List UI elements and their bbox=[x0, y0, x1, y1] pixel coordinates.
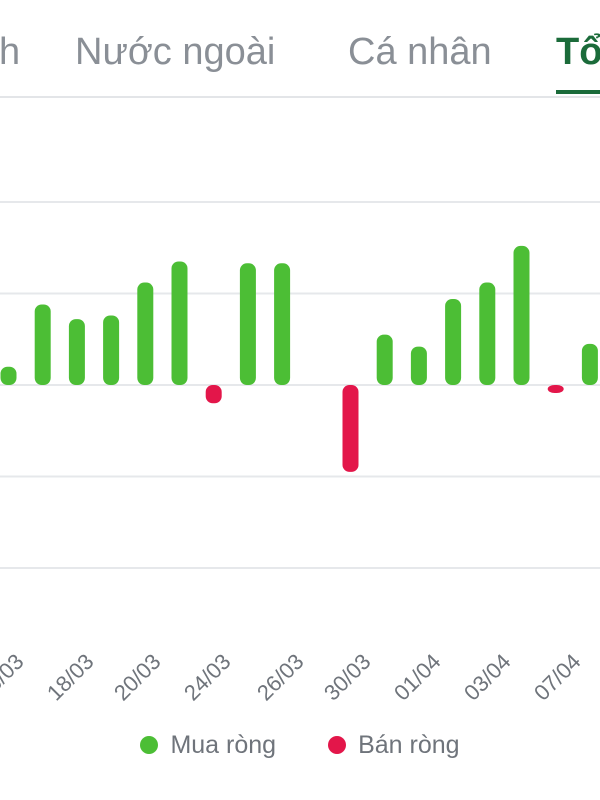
legend-item-buy[interactable]: Mua ròng bbox=[140, 731, 276, 760]
chart-bar[interactable] bbox=[513, 245, 530, 385]
x-tick-label: 03/04 bbox=[459, 649, 516, 706]
tab-nuoc-ngoai[interactable]: Nước ngoài bbox=[75, 31, 276, 73]
chart-bar[interactable] bbox=[171, 261, 188, 385]
x-tick-label: 01/04 bbox=[389, 649, 446, 706]
chart-bar[interactable] bbox=[239, 263, 256, 385]
buy-dot-icon bbox=[140, 736, 159, 754]
legend-sell-label: Bán ròng bbox=[358, 730, 460, 759]
chart-bar[interactable] bbox=[410, 346, 427, 385]
chart-bar[interactable] bbox=[376, 334, 393, 385]
x-tick-label: 16/03 bbox=[0, 649, 29, 706]
chart-bar[interactable] bbox=[34, 304, 51, 385]
legend-buy-label: Mua ròng bbox=[170, 730, 277, 759]
x-tick-label: 24/03 bbox=[179, 649, 236, 706]
chart-bar[interactable] bbox=[479, 282, 496, 385]
chart-bar[interactable] bbox=[547, 385, 564, 393]
x-tick-label: 18/03 bbox=[42, 649, 99, 706]
chart-legend: Mua ròng Bán ròng bbox=[0, 728, 600, 762]
x-tick-label: 20/03 bbox=[109, 649, 166, 706]
chart-bar[interactable] bbox=[342, 385, 359, 472]
chart-bar[interactable] bbox=[581, 343, 598, 385]
tab-partial-left[interactable]: h bbox=[0, 31, 21, 73]
tab-bar: h Nước ngoài Cá nhân Tổ bbox=[0, 0, 600, 98]
chart-bar[interactable] bbox=[205, 385, 222, 404]
chart-bar[interactable] bbox=[137, 282, 154, 385]
chart-bar[interactable] bbox=[103, 315, 120, 385]
legend-item-sell[interactable]: Bán ròng bbox=[328, 730, 460, 760]
chart-bar[interactable] bbox=[445, 298, 462, 385]
x-tick-label: 26/03 bbox=[252, 649, 309, 706]
x-tick-label: 30/03 bbox=[319, 649, 376, 706]
net-flow-bar-chart: 16/03 18/03 20/03 24/03 26/03 30/03 01/04 03/04… bbox=[0, 201, 600, 706]
chart-bar[interactable] bbox=[68, 319, 85, 385]
tab-to-chuc[interactable]: Tổ bbox=[556, 31, 600, 73]
tab-ca-nhan[interactable]: Cá nhân bbox=[348, 31, 492, 73]
chart-bar[interactable] bbox=[274, 263, 291, 385]
sell-dot-icon bbox=[328, 736, 347, 754]
chart-bar[interactable] bbox=[0, 366, 17, 385]
x-tick-label: 07/04 bbox=[529, 649, 586, 706]
active-tab-indicator bbox=[556, 90, 600, 94]
